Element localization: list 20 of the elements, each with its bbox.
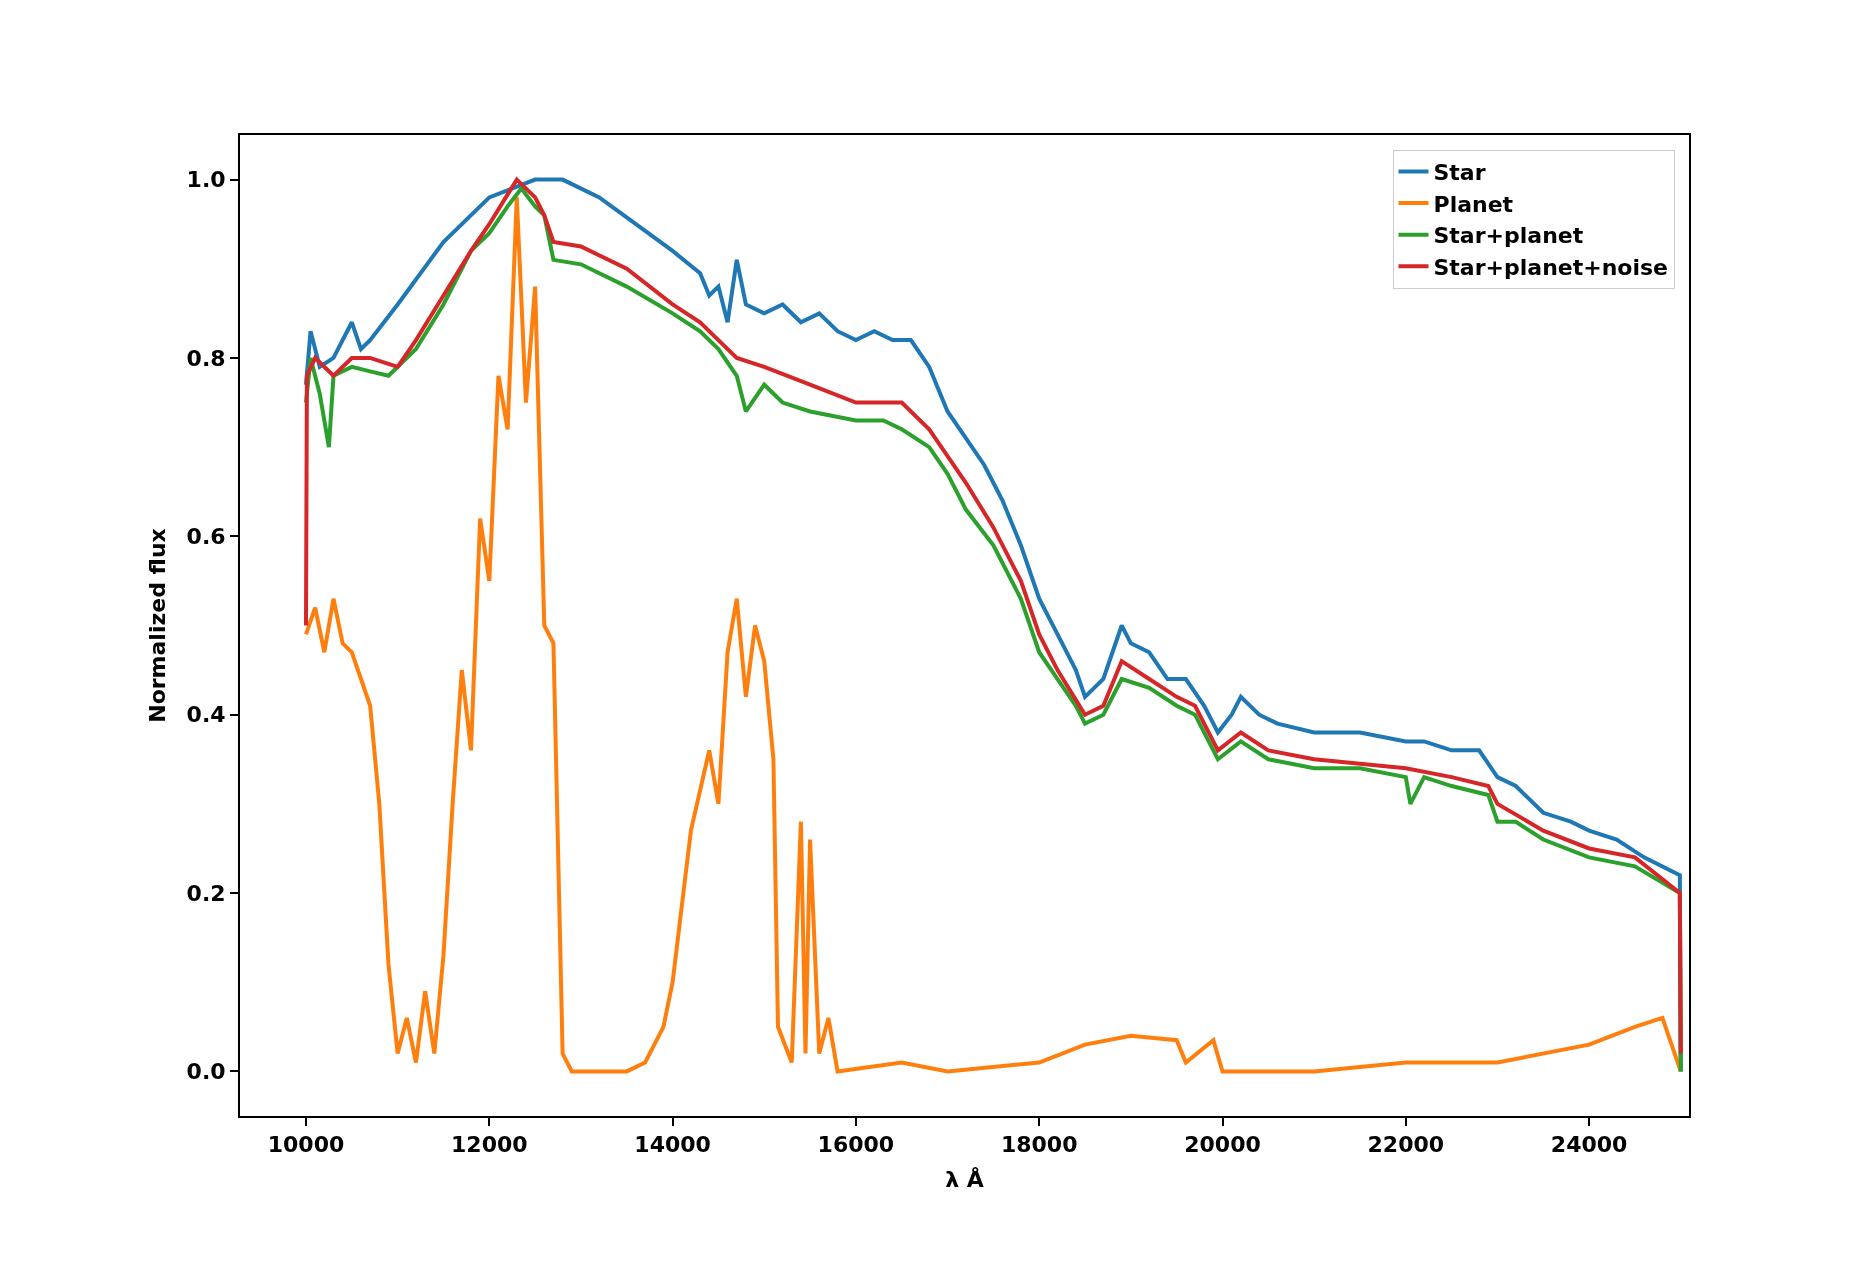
x-tick-label: 12000 — [451, 1132, 528, 1158]
y-tick-label: 0.8 — [186, 345, 226, 371]
y-tick-label: 1.0 — [186, 167, 226, 193]
x-axis-title: λ Å — [945, 1166, 984, 1192]
y-tick-label: 0.0 — [186, 1059, 226, 1085]
x-tick-label: 16000 — [817, 1132, 895, 1158]
y-tick-label: 0.2 — [186, 880, 226, 906]
x-tick-label: 18000 — [1000, 1132, 1078, 1158]
x-tick-label: 24000 — [1550, 1132, 1628, 1158]
y-tick-label: 0.6 — [186, 524, 226, 550]
legend-label: Star+planet+noise — [1433, 254, 1669, 280]
y-axis-title: Normalized flux — [144, 528, 170, 723]
legend-label: Star — [1433, 160, 1486, 186]
x-tick-label: 14000 — [634, 1132, 711, 1158]
legend-label: Star+planet — [1433, 223, 1584, 249]
x-tick-label: 10000 — [267, 1132, 345, 1158]
x-tick-label: 20000 — [1184, 1132, 1261, 1158]
y-tick-label: 0.4 — [186, 702, 226, 728]
legend-label: Planet — [1433, 191, 1514, 217]
x-tick-label: 22000 — [1367, 1132, 1445, 1158]
